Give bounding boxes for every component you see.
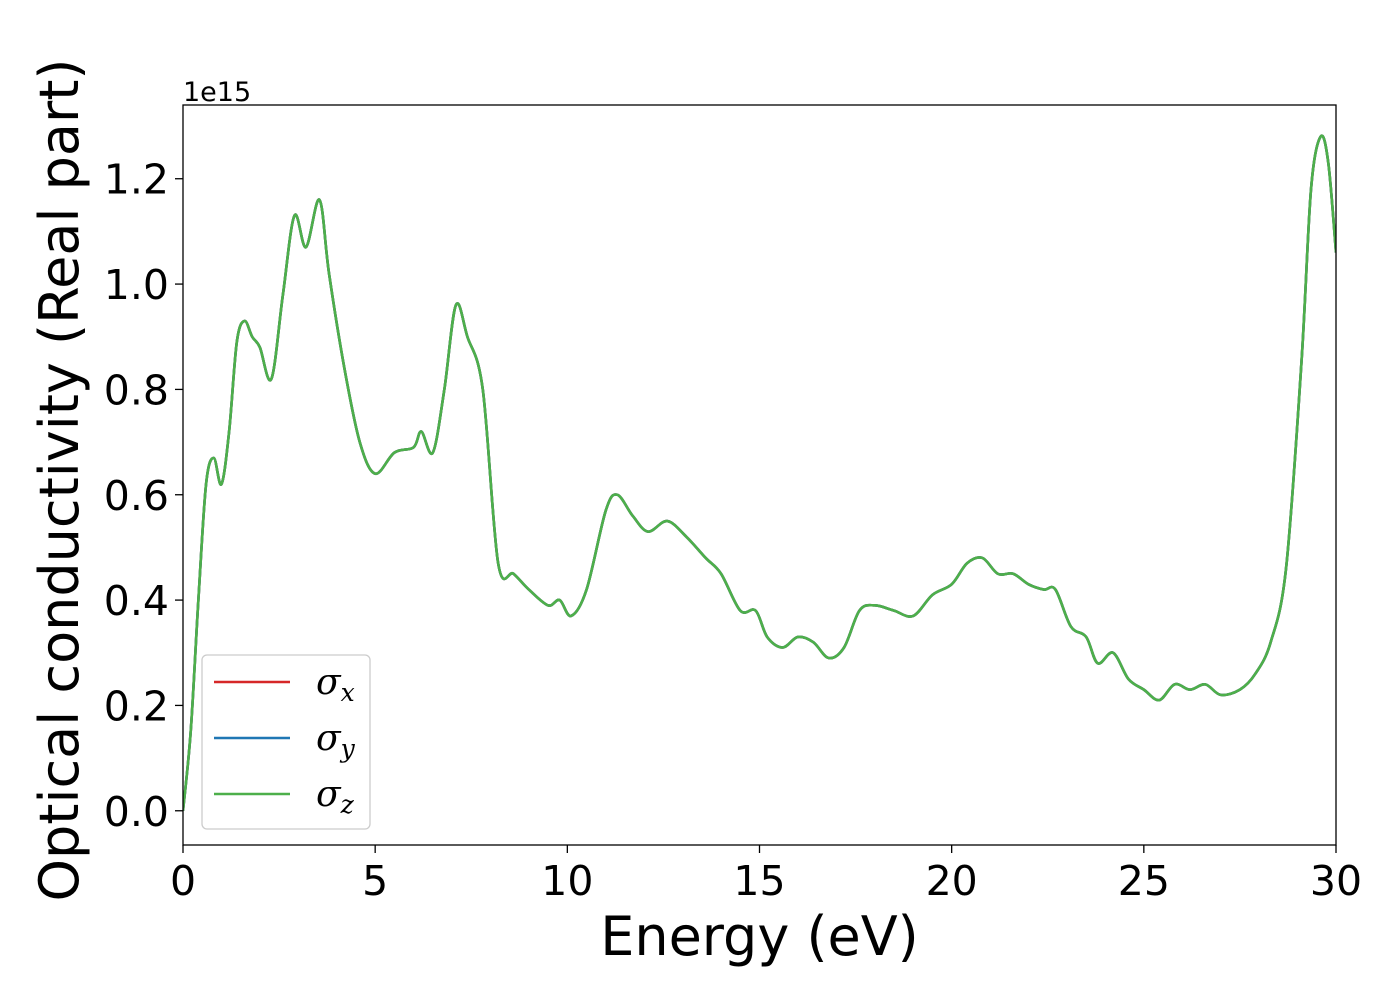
y-tick-label: 1.0: [104, 261, 169, 309]
y-tick-label: 0.6: [104, 472, 169, 520]
legend-subscript-2: y: [340, 734, 356, 763]
x-tick-label: 0: [170, 857, 196, 905]
x-tick-label: 30: [1310, 857, 1362, 905]
y-axis-label: Optical conductivity (Real part): [28, 59, 91, 902]
legend-subscript-1: x: [341, 678, 355, 707]
x-tick-label: 5: [362, 857, 388, 905]
y-tick-label: 0.8: [104, 366, 169, 414]
series-layer: [183, 134, 1336, 811]
ticks-layer: 0 5 10 15 20 25 30 0.0 0.2 0.4 0.6 0.8 1.0 1.2: [104, 156, 1362, 905]
legend-box: [201, 654, 371, 830]
x-tick-label: 15: [733, 857, 785, 905]
y-tick-label: 0.0: [104, 788, 169, 836]
y-tick-label: 0.4: [104, 577, 169, 625]
x-axis-label: Energy (eV): [600, 905, 919, 968]
y-tick-label: 0.2: [104, 682, 169, 730]
x-tick-label: 20: [926, 857, 978, 905]
x-tick-label: 10: [541, 857, 593, 905]
y-tick-label: 1.2: [104, 156, 169, 204]
legend-subscript-3: z: [340, 790, 355, 819]
y-offset-label: 1e15: [183, 77, 251, 108]
series-line-3: [183, 134, 1336, 811]
x-tick-label: 25: [1118, 857, 1170, 905]
